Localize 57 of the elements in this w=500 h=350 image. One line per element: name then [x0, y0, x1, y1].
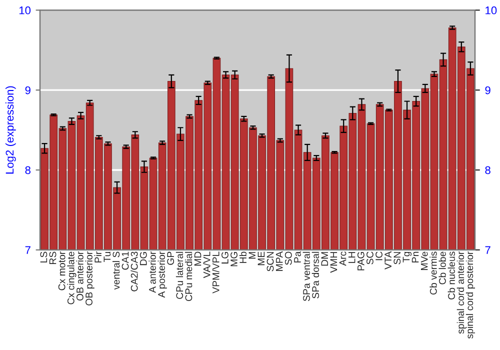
x-tick-label: Cx motor — [58, 251, 66, 290]
x-tick-label: LH — [348, 252, 356, 263]
x-tick-label: SO — [284, 252, 292, 265]
x-tick-label: Cb nucleus — [448, 252, 455, 300]
x-tick-label: Pir — [94, 251, 102, 262]
x-tick-label: Arc — [339, 252, 346, 266]
x-tick-label: VTA — [384, 251, 392, 270]
x-tick-label: SCN — [266, 252, 274, 272]
x-tick-label: SN — [394, 252, 401, 264]
x-tick-label: IC — [376, 252, 382, 260]
x-tick-label: SPa dorsal — [312, 252, 320, 298]
x-tick-label: Pa — [294, 251, 301, 262]
x-tick-label: spinal cord posterior — [466, 251, 475, 339]
x-tick-label: spinal cord anterior — [456, 251, 466, 334]
y2-tick-label: 9 — [485, 86, 490, 94]
x-tick-label: VPM/VPL — [212, 252, 220, 294]
x-tick-label: GP — [167, 252, 174, 265]
x-tick-label: LS — [40, 252, 48, 262]
x-tick-label: Tu — [104, 252, 111, 262]
y-axis-title: Log2 (expression) — [5, 86, 16, 174]
y-tick-label: 9 — [25, 86, 30, 94]
x-tick-label: VA/VL — [203, 252, 210, 278]
x-tick-label: DG — [140, 252, 147, 266]
x-tick-label: OB anterior — [76, 251, 84, 301]
x-tick-label: LG — [222, 252, 228, 264]
x-tick-label: MPA — [276, 251, 283, 271]
x-tick-label: MVe — [420, 252, 428, 270]
x-tick-label: PAG — [357, 252, 364, 270]
x-tick-label: M — [248, 252, 256, 259]
x-tick-label: Tg — [402, 252, 412, 262]
x-tick-label: Cb lobe — [438, 252, 446, 284]
y-tick-label: 7 — [25, 246, 30, 254]
x-tick-label: VMH — [330, 252, 338, 273]
x-tick-label: MG — [230, 252, 238, 266]
x-tick-label: SC — [366, 252, 374, 264]
x-tick-label: Pn — [412, 252, 419, 262]
y2-tick-label: 8 — [485, 166, 490, 174]
y-tick-label: 8 — [25, 166, 30, 174]
x-tick-label: CPu lateral — [176, 252, 184, 299]
y-tick-label: 10 — [19, 6, 31, 14]
y2-tick-label: 10 — [486, 6, 497, 14]
x-tick-label: MD — [194, 252, 202, 266]
x-tick-label: DM — [321, 252, 328, 266]
y2-tick-label: 7 — [485, 246, 490, 254]
x-tick-label: ventral S — [112, 252, 120, 290]
x-tick-label: SPa ventral — [302, 252, 310, 302]
x-tick-label: OB posterior — [85, 251, 94, 306]
x-tick-label: A anterior — [148, 251, 156, 293]
x-tick-label: Cx cingulate — [67, 252, 76, 304]
x-tick-label: CA2/CA3 — [130, 252, 138, 292]
x-tick-label: RS — [49, 252, 56, 264]
x-tick-label: ME — [258, 252, 265, 266]
x-tick-label: A posterior — [158, 251, 167, 298]
x-tick-label: Cb vermis — [430, 252, 437, 295]
x-tick-label: CPu medial — [185, 252, 192, 302]
x-tick-label: CA1 — [122, 252, 129, 270]
x-tick-label: Hb — [239, 252, 247, 263]
